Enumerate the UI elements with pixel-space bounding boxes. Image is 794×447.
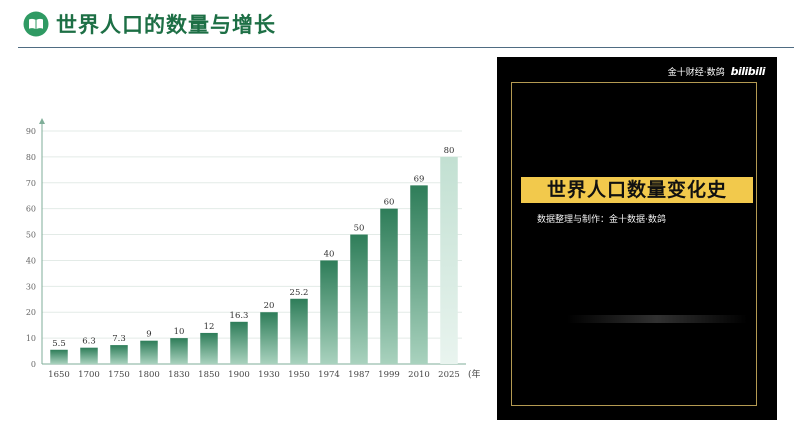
- book-icon: [23, 11, 49, 37]
- x-tick-label: 1700: [78, 370, 100, 380]
- data-label: 9: [146, 330, 151, 340]
- x-tick-label: 1830: [168, 370, 190, 380]
- x-tick-label: 1950: [288, 370, 310, 380]
- bar: [350, 234, 368, 364]
- data-labels: 5.5 6.3 7.3 9 10 12 16.3 20 25.2 40 50 60 69 80: [52, 146, 454, 349]
- population-bar-chart: 0 10 20 30 40 50 60 70 80 90 5.5 6.3 7.3 9 10 12 16.3 20…: [26, 118, 480, 380]
- brand-text: 金十财经·数鸽: [667, 68, 725, 78]
- y-tick-labels: 0 10 20 30 40 50 60 70 80 90: [26, 127, 36, 369]
- bar: [50, 349, 68, 364]
- bar: [260, 312, 278, 364]
- x-tick-label: 1974: [318, 370, 340, 380]
- y-axis-arrow: [39, 118, 45, 124]
- y-tick-label: 30: [26, 282, 36, 291]
- data-label: 25.2: [290, 288, 309, 298]
- video-frame-border: [511, 82, 757, 406]
- grid-lines: [42, 130, 462, 339]
- y-tick-label: 40: [26, 256, 36, 265]
- bar: [380, 208, 398, 364]
- axes: [39, 118, 466, 365]
- y-tick-label: 80: [26, 153, 36, 162]
- x-tick-label: 1987: [348, 370, 370, 380]
- data-label: 69: [414, 174, 425, 184]
- data-label: 10: [174, 327, 185, 337]
- y-tick-label: 70: [26, 179, 36, 188]
- x-tick-labels: 1650 1700 1750 1800 1830 1850 1900 1930 1950 1974…: [48, 370, 460, 380]
- data-label: 20: [264, 301, 275, 311]
- video-subtitle: 数据整理与制作：金十数据·数鸽: [537, 215, 666, 225]
- x-tick-label: 2010: [408, 370, 430, 380]
- bar: [200, 332, 218, 364]
- bar: [290, 298, 308, 364]
- x-tick-label: 1900: [228, 370, 250, 380]
- header-divider: [18, 47, 794, 48]
- bar: [320, 260, 338, 364]
- bar: [410, 185, 428, 364]
- y-tick-label: 90: [26, 127, 36, 136]
- video-brand: 金十财经·数鸽 bilibili: [667, 65, 766, 78]
- x-tick-label: 1800: [138, 370, 160, 380]
- y-tick-label: 10: [26, 334, 36, 343]
- x-tick-label: 1850: [198, 370, 220, 380]
- y-tick-label: 50: [26, 231, 36, 240]
- bar: [140, 340, 158, 364]
- bar: [440, 156, 458, 364]
- data-label: 5.5: [52, 339, 66, 349]
- data-label: 16.3: [230, 311, 249, 321]
- y-tick-label: 60: [26, 205, 36, 214]
- data-label: 50: [354, 224, 365, 234]
- x-tick-label: 2025: [438, 370, 460, 380]
- data-label: 80: [444, 146, 455, 156]
- bilibili-logo: bilibili: [730, 65, 766, 78]
- data-label: 40: [324, 249, 335, 259]
- data-label: 6.3: [82, 337, 96, 347]
- data-label: 60: [384, 198, 395, 208]
- x-tick-label: 1999: [378, 370, 400, 380]
- header: 世界人口的数量与增长: [0, 0, 794, 50]
- bar: [170, 338, 188, 364]
- x-tick-label: 1930: [258, 370, 280, 380]
- x-axis-unit: (年): [468, 368, 480, 380]
- bars: [50, 156, 458, 364]
- y-tick-label: 0: [31, 360, 36, 369]
- data-label: 7.3: [112, 334, 126, 344]
- y-tick-label: 20: [26, 308, 36, 317]
- bar: [110, 345, 128, 364]
- video-thumbnail[interactable]: 金十财经·数鸽 bilibili 世界人口数量变化史 数据整理与制作：金十数据·…: [497, 57, 777, 420]
- x-tick-label: 1650: [48, 370, 70, 380]
- bar: [80, 347, 98, 364]
- x-tick-label: 1750: [108, 370, 130, 380]
- page-title: 世界人口的数量与增长: [56, 13, 276, 37]
- data-label: 12: [204, 322, 215, 332]
- video-headline: 世界人口数量变化史: [521, 177, 753, 203]
- video-blur-strip: [567, 315, 747, 323]
- bar: [230, 321, 248, 364]
